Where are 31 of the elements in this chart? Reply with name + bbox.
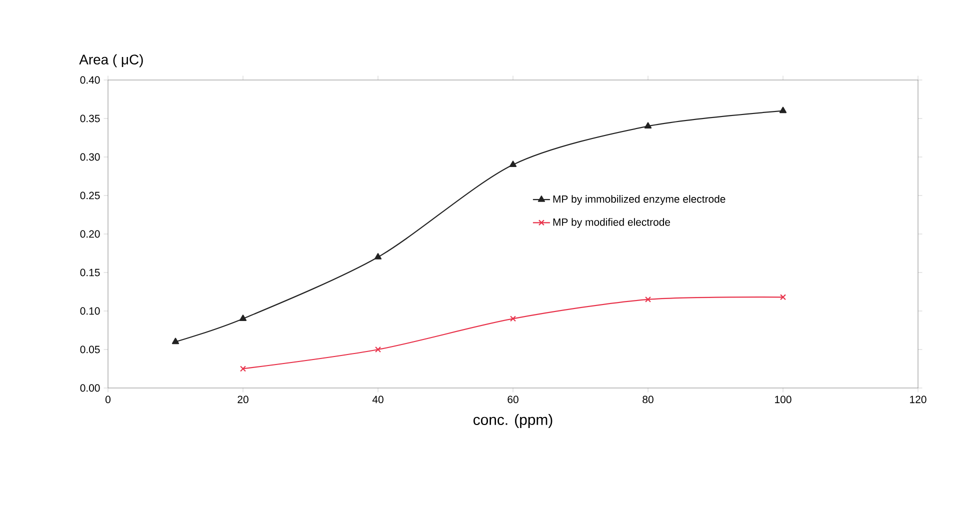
x-tick-label: 120 bbox=[910, 396, 926, 404]
y-axis-title: Area ( μC) bbox=[79, 54, 143, 68]
point bbox=[240, 366, 246, 372]
point bbox=[172, 338, 180, 344]
y-tick-label: 0.05 bbox=[80, 346, 100, 354]
point bbox=[374, 346, 382, 353]
point bbox=[509, 160, 517, 167]
point bbox=[644, 296, 652, 302]
y-tick-label: 0.20 bbox=[80, 230, 100, 238]
x-tick-label: 100 bbox=[775, 396, 792, 404]
y-tick-label: 0.40 bbox=[80, 76, 100, 84]
point bbox=[780, 294, 786, 300]
x-tick-label: 60 bbox=[508, 396, 518, 404]
point bbox=[644, 122, 652, 128]
y-tick-label: 0.00 bbox=[80, 384, 100, 392]
x-tick-label: 80 bbox=[642, 396, 654, 404]
legend-label: MP by immobilized enzyme electrode bbox=[553, 195, 726, 205]
x-tick-label: 20 bbox=[238, 396, 248, 404]
x-axis-title: conc. (ppm) bbox=[474, 414, 552, 428]
point bbox=[779, 106, 787, 114]
y-tick-label: 0.10 bbox=[80, 307, 100, 315]
point bbox=[239, 314, 247, 321]
y-tick-label: 0.15 bbox=[80, 268, 100, 276]
point bbox=[374, 253, 382, 260]
x-tick-label: 0 bbox=[106, 396, 110, 404]
legend-label: MP by modified electrode bbox=[553, 218, 670, 228]
x-tick-label: 40 bbox=[372, 396, 384, 404]
y-tick-label: 0.30 bbox=[80, 153, 100, 161]
point bbox=[510, 316, 516, 322]
y-tick-label: 0.35 bbox=[80, 114, 100, 122]
y-tick-label: 0.25 bbox=[80, 192, 100, 200]
